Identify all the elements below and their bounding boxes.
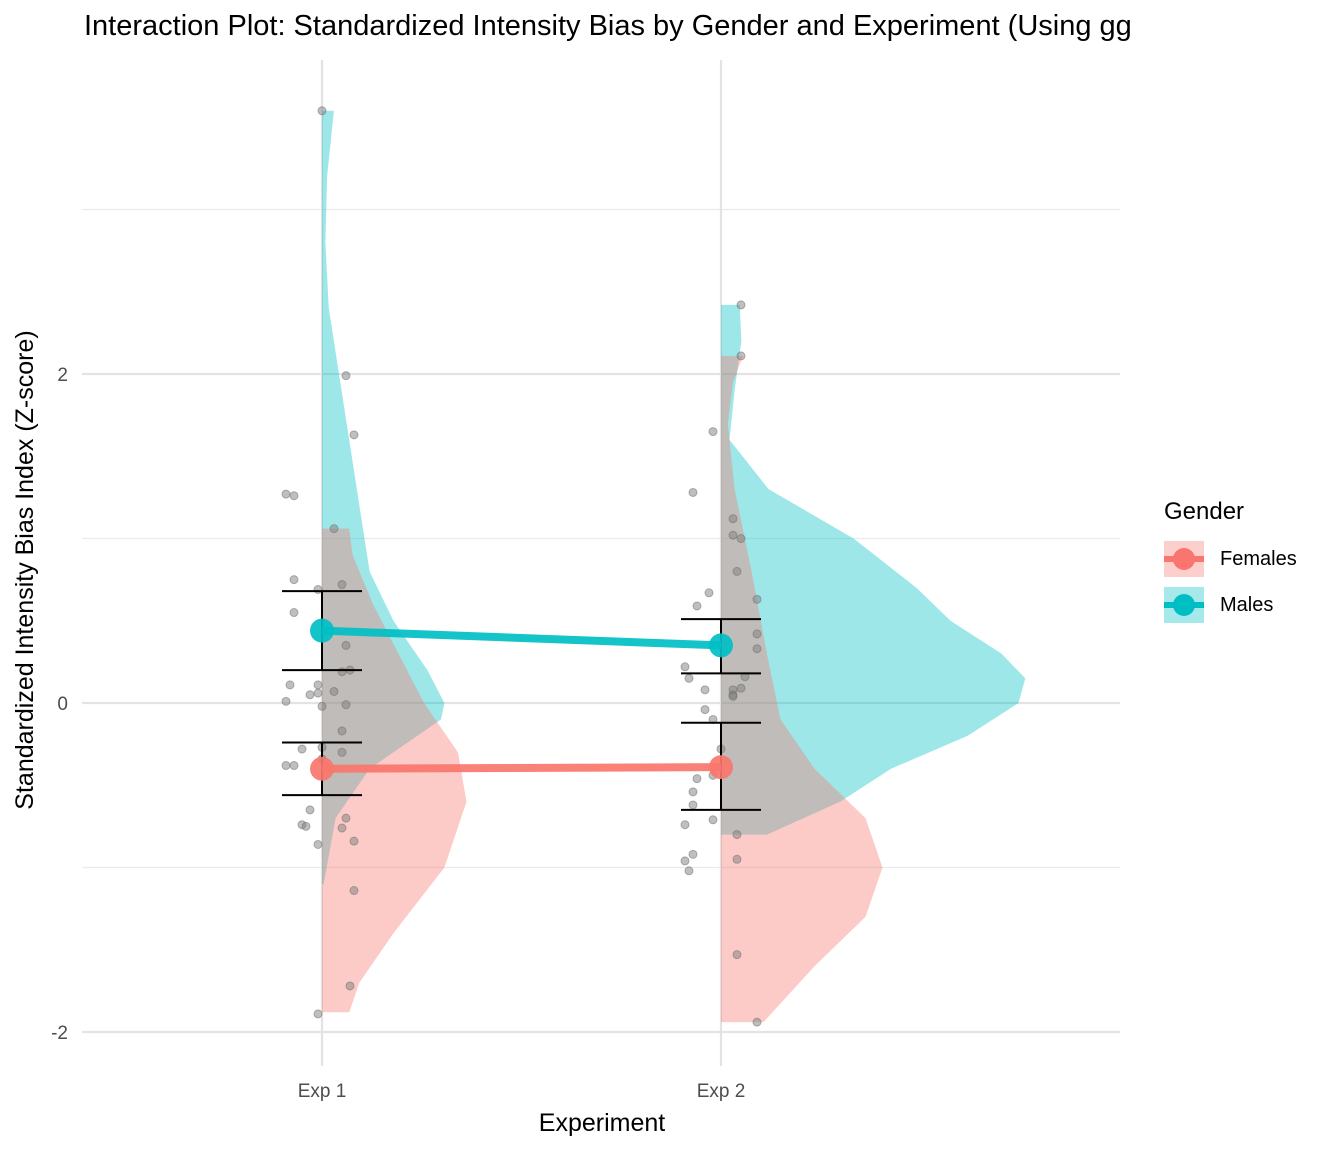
data-point [337,747,347,757]
mean-point-males [310,618,334,643]
data-point [337,667,347,677]
data-point [337,726,347,736]
data-point [313,1009,323,1019]
legend: Gender Females Males [1164,498,1297,628]
violin-females-exp2 [721,355,883,1023]
data-point [317,701,327,711]
legend-item-females: Females [1164,536,1297,582]
data-point [704,588,714,598]
data-point [688,487,698,497]
data-point [688,787,698,797]
mean-line-males [321,626,722,650]
data-point [281,761,291,771]
data-point [345,981,355,991]
data-point [305,805,315,815]
data-point [341,700,351,710]
data-point [692,774,702,784]
y-tick-label: -2 [51,1023,68,1044]
x-tick-label: Exp 2 [697,1081,746,1102]
data-point [317,106,327,116]
legend-label-females: Females [1220,547,1297,570]
axis-labels: Experiment Standardized Intensity Bias I… [11,330,745,1137]
data-point [341,640,351,650]
data-point [688,849,698,859]
data-point [736,683,746,693]
chart-title: Interaction Plot: Standardized Intensity… [84,10,1132,42]
data-point [289,761,299,771]
violin-layer [322,110,1026,1023]
data-point [281,696,291,706]
data-point [289,491,299,501]
legend-item-males: Males [1164,582,1297,628]
data-point [732,830,742,840]
data-point [341,371,351,381]
data-point [732,566,742,576]
legend-label-males: Males [1220,593,1274,616]
data-point [297,744,307,754]
data-point [700,705,710,715]
data-point [313,584,323,594]
data-point [732,854,742,864]
violin-males-exp2 [721,304,1026,835]
data-point [700,685,710,695]
data-point [684,673,694,683]
data-point [752,594,762,604]
violin-males-exp1 [322,110,445,884]
data-point [329,686,339,696]
data-point [341,813,351,823]
legend-key-males [1164,587,1204,623]
data-point [337,823,347,833]
data-point [736,300,746,310]
mean-line-females [321,763,722,773]
data-point [736,351,746,361]
data-point [680,662,690,672]
data-point [728,530,738,540]
data-point [680,856,690,866]
data-point [752,629,762,639]
mean-point-females [310,756,334,781]
data-point [281,489,291,499]
data-point [728,691,738,701]
y-axis-title: Standardized Intensity Bias Index (Z-sco… [11,330,39,809]
data-point [349,430,359,440]
mean-point-males [709,633,733,658]
data-point [305,690,315,700]
data-point [349,886,359,896]
data-point [692,601,702,611]
data-point [329,524,339,534]
data-point [680,820,690,830]
data-point [285,680,295,690]
x-tick-label: Exp 1 [298,1081,347,1102]
data-point [313,680,323,690]
data-point [688,800,698,810]
data-point [708,815,718,825]
data-point [313,839,323,849]
grid-lines [82,60,1120,1066]
data-point [313,688,323,698]
mean-point-females [709,755,733,780]
data-point [732,950,742,960]
data-point [728,514,738,524]
data-point [337,580,347,590]
data-point [752,1017,762,1027]
y-tick-label: 2 [57,365,68,386]
mean-lines [310,618,733,781]
legend-title: Gender [1164,498,1245,525]
data-point [752,644,762,654]
y-tick-label: 0 [57,694,68,715]
data-point [684,866,694,876]
data-point [289,575,299,585]
data-point [736,534,746,543]
legend-key-females [1164,541,1204,577]
data-point [349,836,359,846]
data-point [289,608,299,618]
x-axis-title: Experiment [539,1109,665,1137]
data-point [301,821,311,831]
data-point [708,427,718,437]
